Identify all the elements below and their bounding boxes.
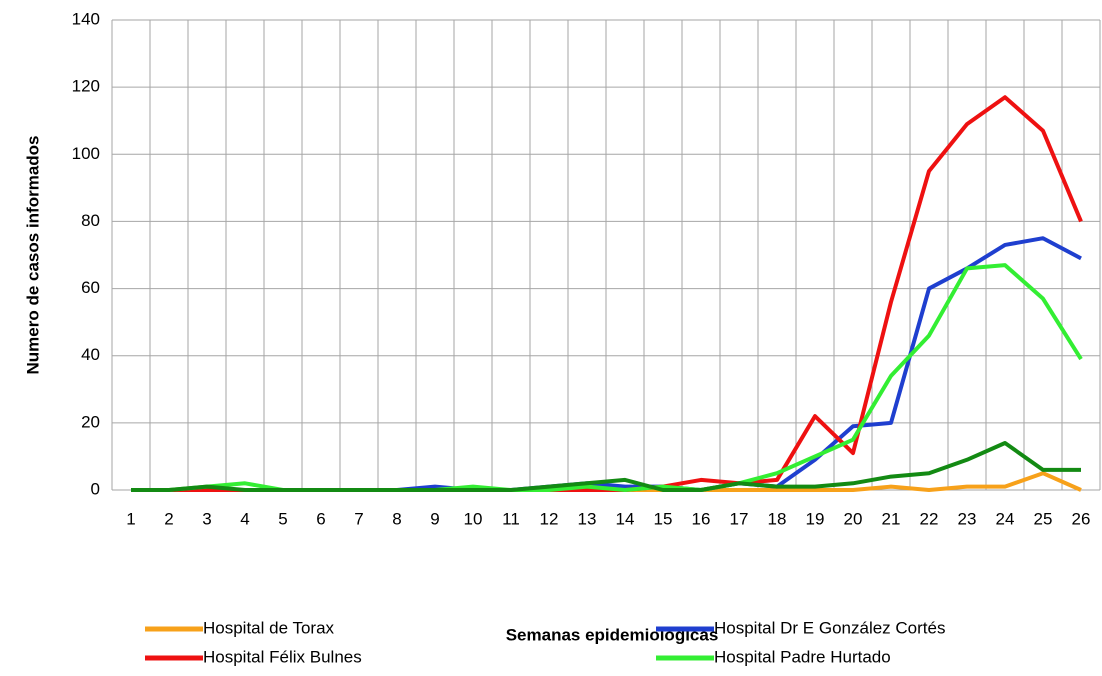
y-axis-title: Numero de casos informados <box>23 135 42 374</box>
y-tick-label: 100 <box>72 144 100 163</box>
y-tick-label: 40 <box>81 345 100 364</box>
y-tick-label: 120 <box>72 77 100 96</box>
x-tick-label: 12 <box>540 509 559 528</box>
x-tick-label: 23 <box>958 509 977 528</box>
x-tick-label: 5 <box>278 509 287 528</box>
x-tick-label: 20 <box>844 509 863 528</box>
x-tick-label: 18 <box>768 509 787 528</box>
y-tick-label: 20 <box>81 412 100 431</box>
y-tick-label: 60 <box>81 278 100 297</box>
x-tick-label: 24 <box>996 509 1015 528</box>
legend-label: Hospital de Torax <box>203 618 335 637</box>
x-tick-label: 26 <box>1072 509 1091 528</box>
x-tick-label: 15 <box>654 509 673 528</box>
x-tick-label: 13 <box>578 509 597 528</box>
x-tick-label: 8 <box>392 509 401 528</box>
series-line <box>131 441 1081 492</box>
legend-label: Hospital Padre Hurtado <box>714 647 891 666</box>
x-tick-label: 16 <box>692 509 711 528</box>
x-tick-label: 6 <box>316 509 325 528</box>
x-tick-label: 7 <box>354 509 363 528</box>
y-tick-label: 140 <box>72 9 100 28</box>
x-tick-label: 22 <box>920 509 939 528</box>
x-tick-label: 21 <box>882 509 901 528</box>
legend-label: Hospital Félix Bulnes <box>203 647 362 666</box>
x-tick-label: 4 <box>240 509 249 528</box>
x-tick-label: 19 <box>806 509 825 528</box>
x-tick-label: 17 <box>730 509 749 528</box>
y-tick-label: 80 <box>81 211 100 230</box>
x-tick-label: 9 <box>430 509 439 528</box>
x-tick-label: 2 <box>164 509 173 528</box>
x-tick-label: 25 <box>1034 509 1053 528</box>
x-tick-label: 11 <box>502 509 520 528</box>
legend-label: Hospital Dr E González Cortés <box>714 618 945 637</box>
x-tick-label: 3 <box>202 509 211 528</box>
x-tick-label: 1 <box>126 509 135 528</box>
x-tick-label: 14 <box>616 509 635 528</box>
y-tick-label: 0 <box>91 479 100 498</box>
x-tick-label: 10 <box>464 509 483 528</box>
